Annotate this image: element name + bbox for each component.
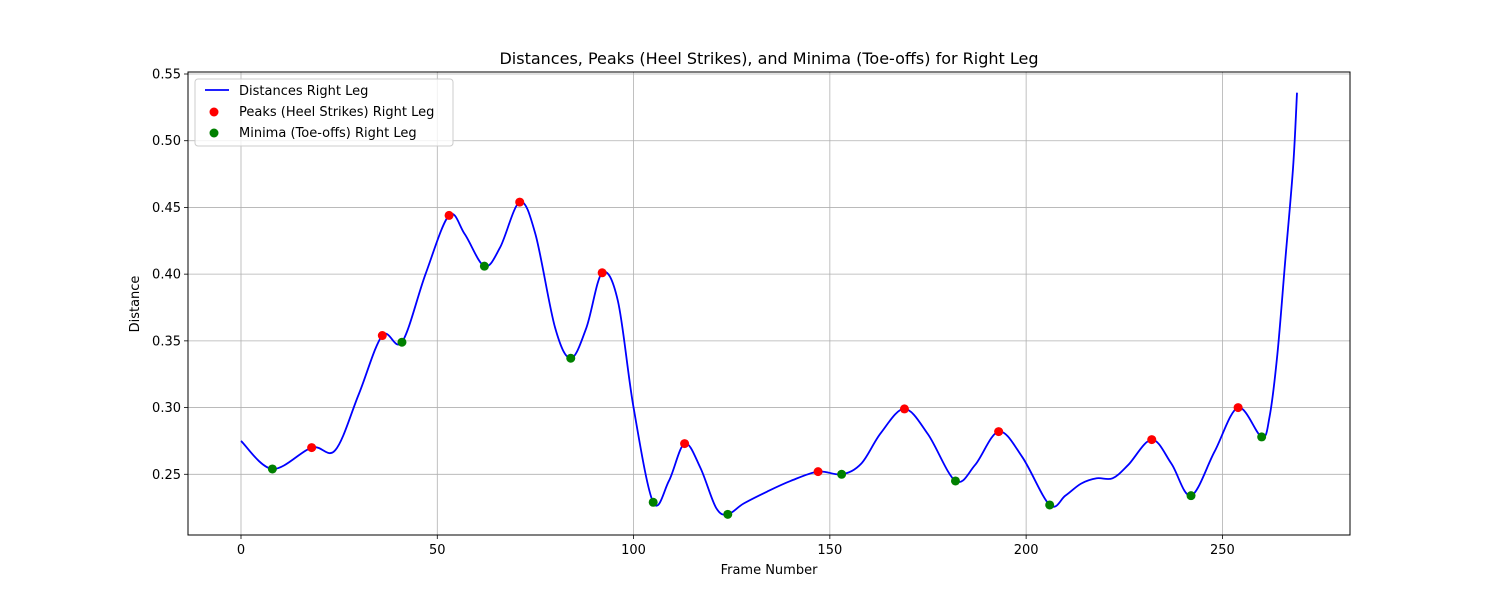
peak-point <box>515 197 525 207</box>
legend-minima-swatch <box>209 128 219 138</box>
legend-peak-swatch <box>209 107 219 117</box>
minimum-point <box>950 476 960 486</box>
y-tick-label: 0.45 <box>152 201 181 216</box>
axis-ticks: 0 50 100 150 200 250 0.25 0.30 0.35 0.40 0.45 0.50 0… <box>152 68 1235 558</box>
peak-point <box>307 443 317 453</box>
y-tick-label: 0.55 <box>152 68 181 83</box>
x-tick-label: 250 <box>1210 543 1235 558</box>
y-tick-label: 0.35 <box>152 334 181 349</box>
minimum-point <box>1257 432 1267 442</box>
x-axis-label: Frame Number <box>721 563 819 578</box>
legend-label-distances: Distances Right Leg <box>239 84 368 99</box>
y-tick-label: 0.40 <box>152 268 181 283</box>
plot-area-frame <box>187 71 1351 536</box>
x-tick-label: 0 <box>237 543 245 558</box>
minimum-point <box>723 509 733 519</box>
minimum-point <box>1045 500 1055 510</box>
peak-point <box>994 427 1004 437</box>
peak-point <box>444 210 454 220</box>
peak-point <box>1147 435 1157 445</box>
legend-box <box>194 78 454 147</box>
x-tick-label: 150 <box>817 543 842 558</box>
y-tick-label: 0.30 <box>152 401 181 416</box>
x-tick-label: 200 <box>1014 543 1039 558</box>
minimum-point <box>267 464 277 474</box>
peak-point <box>597 268 607 278</box>
y-axis-label: Distance <box>128 276 143 333</box>
distances-line <box>240 92 1298 516</box>
minimum-point <box>479 261 489 271</box>
minimum-point <box>566 353 576 363</box>
peak-point <box>680 439 690 449</box>
grid <box>188 72 1350 535</box>
peak-point <box>1233 403 1243 413</box>
peak-point <box>813 467 823 477</box>
y-tick-label: 0.50 <box>152 134 181 149</box>
peak-point <box>899 404 909 414</box>
minimum-point <box>648 497 658 507</box>
minimum-point <box>837 469 847 479</box>
minimum-point <box>1186 491 1196 501</box>
legend: Distances Right Leg Peaks (Heel Strikes)… <box>194 78 454 147</box>
chart-title: Distances, Peaks (Heel Strikes), and Min… <box>499 49 1038 68</box>
scatter-series-layer <box>267 197 1267 519</box>
x-tick-label: 100 <box>621 543 646 558</box>
y-tick-label: 0.25 <box>152 468 181 483</box>
x-tick-label: 50 <box>429 543 446 558</box>
legend-label-peaks: Peaks (Heel Strikes) Right Leg <box>239 105 434 120</box>
peak-point <box>377 331 387 341</box>
minimum-point <box>397 337 407 347</box>
legend-label-minima: Minima (Toe-offs) Right Leg <box>239 126 417 141</box>
line-series-layer <box>240 92 1298 516</box>
